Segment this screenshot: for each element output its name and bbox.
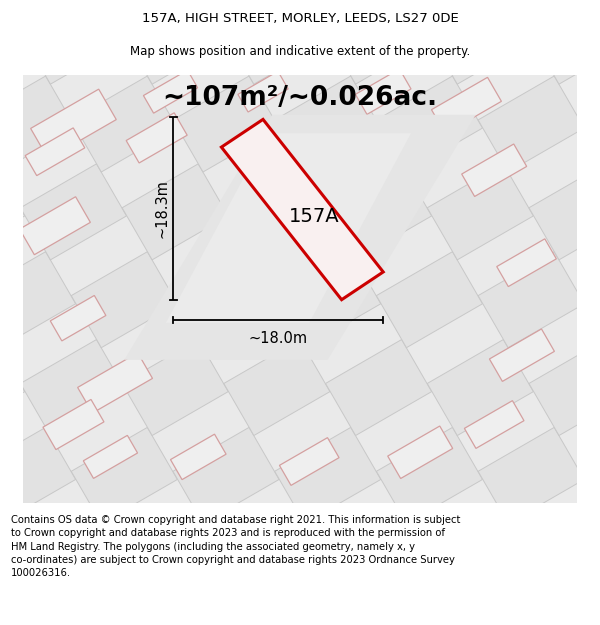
Polygon shape bbox=[83, 436, 137, 478]
Text: Map shows position and indicative extent of the property.: Map shows position and indicative extent… bbox=[130, 45, 470, 58]
Polygon shape bbox=[326, 515, 431, 611]
Polygon shape bbox=[173, 252, 279, 348]
Polygon shape bbox=[166, 133, 411, 323]
Polygon shape bbox=[31, 89, 116, 159]
Text: ~18.3m: ~18.3m bbox=[155, 179, 170, 238]
Text: 157A: 157A bbox=[289, 207, 339, 226]
Polygon shape bbox=[529, 339, 600, 436]
Polygon shape bbox=[464, 401, 524, 448]
Polygon shape bbox=[427, 339, 533, 436]
Polygon shape bbox=[50, 296, 106, 341]
Polygon shape bbox=[25, 128, 85, 176]
Polygon shape bbox=[0, 76, 76, 172]
Polygon shape bbox=[124, 115, 476, 360]
Polygon shape bbox=[20, 515, 127, 611]
Polygon shape bbox=[77, 352, 152, 413]
Polygon shape bbox=[529, 515, 600, 611]
Polygon shape bbox=[224, 515, 330, 611]
Polygon shape bbox=[0, 339, 25, 436]
Polygon shape bbox=[431, 78, 502, 134]
Polygon shape bbox=[238, 71, 288, 112]
Polygon shape bbox=[478, 428, 584, 523]
Polygon shape bbox=[275, 76, 381, 172]
Polygon shape bbox=[376, 252, 482, 348]
Polygon shape bbox=[71, 76, 178, 172]
Text: Contains OS data © Crown copyright and database right 2021. This information is : Contains OS data © Crown copyright and d… bbox=[11, 515, 460, 578]
Polygon shape bbox=[326, 0, 431, 84]
Polygon shape bbox=[71, 428, 178, 523]
Polygon shape bbox=[580, 428, 600, 523]
Polygon shape bbox=[376, 428, 482, 523]
Polygon shape bbox=[221, 119, 383, 300]
Polygon shape bbox=[43, 399, 104, 449]
Polygon shape bbox=[126, 112, 187, 163]
Polygon shape bbox=[497, 239, 556, 287]
Polygon shape bbox=[427, 164, 533, 260]
Polygon shape bbox=[427, 0, 533, 84]
Polygon shape bbox=[20, 339, 127, 436]
Text: ~18.0m: ~18.0m bbox=[249, 331, 308, 346]
Polygon shape bbox=[0, 428, 76, 523]
Polygon shape bbox=[478, 76, 584, 172]
Polygon shape bbox=[478, 252, 584, 348]
Polygon shape bbox=[529, 0, 600, 84]
Polygon shape bbox=[20, 0, 127, 84]
Polygon shape bbox=[20, 164, 127, 260]
Polygon shape bbox=[388, 426, 453, 479]
Polygon shape bbox=[0, 252, 76, 348]
Polygon shape bbox=[580, 76, 600, 172]
Polygon shape bbox=[122, 515, 228, 611]
Polygon shape bbox=[529, 164, 600, 260]
Text: ~107m²/~0.026ac.: ~107m²/~0.026ac. bbox=[163, 85, 437, 111]
Polygon shape bbox=[173, 76, 279, 172]
Polygon shape bbox=[355, 69, 411, 114]
Polygon shape bbox=[224, 339, 330, 436]
Polygon shape bbox=[326, 164, 431, 260]
Polygon shape bbox=[224, 164, 330, 260]
Polygon shape bbox=[275, 252, 381, 348]
Polygon shape bbox=[275, 428, 381, 523]
Polygon shape bbox=[0, 164, 25, 260]
Text: 157A, HIGH STREET, MORLEY, LEEDS, LS27 0DE: 157A, HIGH STREET, MORLEY, LEEDS, LS27 0… bbox=[142, 12, 458, 25]
Polygon shape bbox=[461, 144, 527, 196]
Polygon shape bbox=[122, 0, 228, 84]
Polygon shape bbox=[326, 339, 431, 436]
Polygon shape bbox=[427, 515, 533, 611]
Polygon shape bbox=[490, 329, 554, 381]
Polygon shape bbox=[71, 252, 178, 348]
Polygon shape bbox=[376, 76, 482, 172]
Polygon shape bbox=[143, 70, 197, 113]
Polygon shape bbox=[580, 252, 600, 348]
Polygon shape bbox=[224, 0, 330, 84]
Polygon shape bbox=[20, 197, 91, 255]
Polygon shape bbox=[122, 339, 228, 436]
Polygon shape bbox=[173, 428, 279, 523]
Polygon shape bbox=[0, 0, 25, 84]
Polygon shape bbox=[0, 515, 25, 611]
Polygon shape bbox=[280, 438, 339, 486]
Polygon shape bbox=[170, 434, 226, 479]
Polygon shape bbox=[122, 164, 228, 260]
